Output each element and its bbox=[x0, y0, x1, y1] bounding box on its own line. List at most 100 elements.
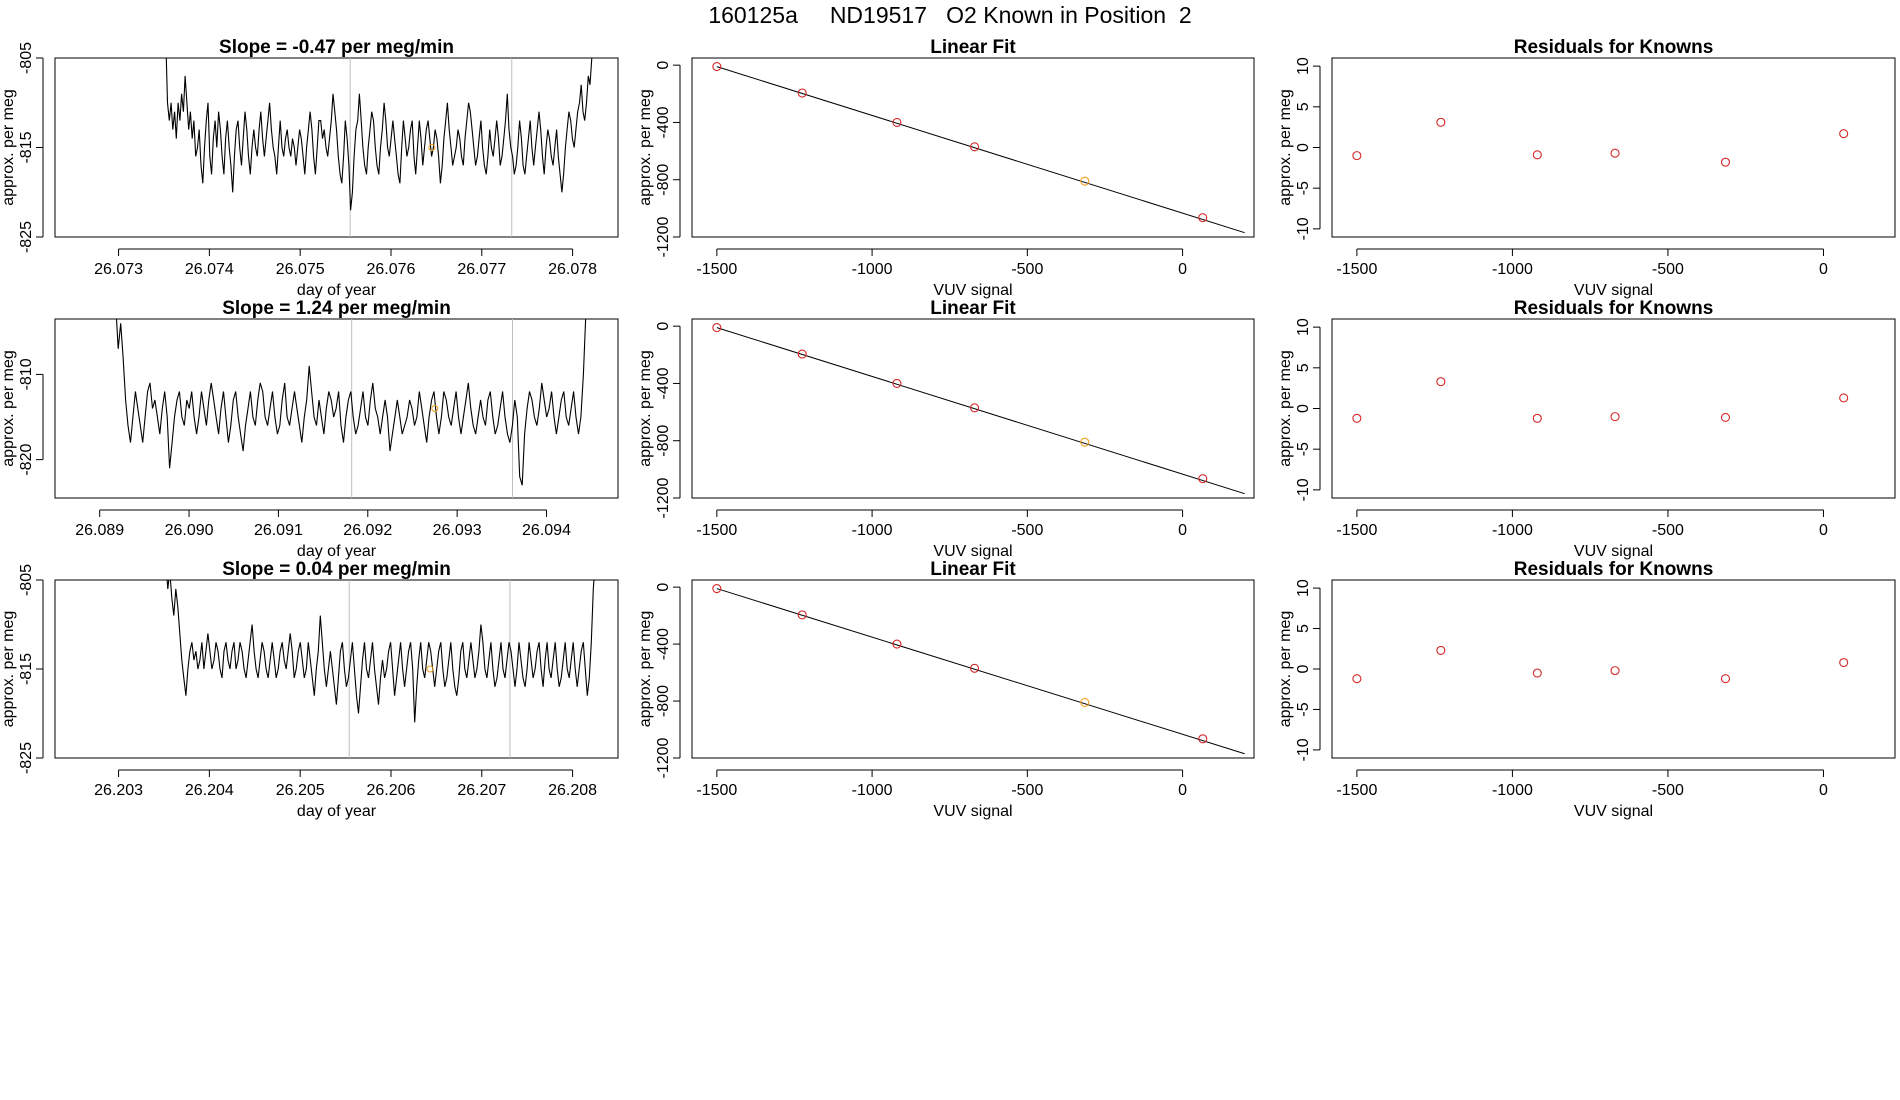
x-tick-label: 26.090 bbox=[165, 522, 214, 539]
x-tick-label: 26.077 bbox=[457, 261, 506, 278]
x-tick-label: 26.073 bbox=[94, 261, 143, 278]
y-tick-label: -1200 bbox=[655, 477, 672, 518]
panel-fit-2: Linear Fit -1500 -1000 -500 0 VUV signal 0 -400… bbox=[637, 298, 1255, 560]
known-point bbox=[1352, 413, 1362, 423]
y-tick-label: -5 bbox=[1295, 442, 1312, 456]
fit-line bbox=[716, 327, 1245, 495]
x-tick-label: -1500 bbox=[696, 261, 737, 278]
y-tick-label: 10 bbox=[1295, 318, 1312, 336]
x-axis-label: day of year bbox=[297, 803, 377, 820]
x-tick-label: 0 bbox=[1819, 522, 1828, 539]
y-tick-label: 5 bbox=[1295, 102, 1312, 111]
unknown-point bbox=[1080, 176, 1090, 186]
fit-line bbox=[716, 588, 1245, 755]
x-tick-label: 0 bbox=[1819, 782, 1828, 799]
x-axis-label: VUV signal bbox=[933, 282, 1012, 299]
y-tick-label: -815 bbox=[18, 131, 35, 163]
x-tick-label: -500 bbox=[1011, 782, 1043, 799]
known-point bbox=[892, 378, 902, 388]
y-tick-label: -820 bbox=[18, 444, 35, 476]
y-axis-label: approx. per meg bbox=[1277, 350, 1294, 467]
y-tick-label: -10 bbox=[1295, 217, 1312, 240]
x-axis-label: VUV signal bbox=[1574, 803, 1653, 820]
y-tick-label: -5 bbox=[1295, 702, 1312, 716]
x-tick-label: -1500 bbox=[1336, 261, 1377, 278]
y-tick-label: 5 bbox=[1295, 363, 1312, 372]
series-line bbox=[115, 319, 587, 486]
panel-title: Slope = 1.24 per meg/min bbox=[222, 298, 451, 319]
plot-frame bbox=[54, 57, 619, 238]
x-axis-label: VUV signal bbox=[933, 543, 1012, 560]
panel-title: Residuals for Knowns bbox=[1514, 37, 1714, 58]
series-line bbox=[165, 58, 593, 211]
y-tick-label: -400 bbox=[655, 106, 672, 138]
x-axis-label: day of year bbox=[297, 282, 377, 299]
plot-area bbox=[115, 319, 587, 498]
x-tick-label: -1500 bbox=[1336, 782, 1377, 799]
y-axis-label: approx. per meg bbox=[0, 89, 17, 206]
unknown-point bbox=[1080, 437, 1090, 447]
known-point bbox=[1198, 474, 1208, 484]
y-tick-label: -400 bbox=[655, 367, 672, 399]
panel-title: Slope = 0.04 per meg/min bbox=[222, 559, 451, 580]
x-tick-label: 26.074 bbox=[185, 261, 234, 278]
y-tick-label: -805 bbox=[18, 42, 35, 74]
fit-line bbox=[716, 66, 1245, 234]
known-point bbox=[797, 349, 807, 359]
x-tick-label: -1000 bbox=[852, 782, 893, 799]
y-tick-label: -825 bbox=[18, 742, 35, 774]
known-point bbox=[1610, 666, 1620, 676]
x-axis-label: VUV signal bbox=[1574, 543, 1653, 560]
plot-area bbox=[1352, 377, 1849, 423]
series-line bbox=[166, 580, 595, 723]
plot-area bbox=[165, 58, 593, 237]
y-tick-label: 0 bbox=[655, 583, 672, 592]
x-tick-label: 26.091 bbox=[254, 522, 303, 539]
y-tick-label: -810 bbox=[18, 358, 35, 390]
panel-title: Residuals for Knowns bbox=[1514, 559, 1714, 580]
x-tick-label: 26.204 bbox=[185, 782, 234, 799]
y-tick-label: -400 bbox=[655, 628, 672, 660]
y-tick-label: -800 bbox=[655, 425, 672, 457]
plot-area bbox=[1352, 645, 1849, 684]
plot-frame bbox=[1331, 57, 1896, 238]
x-tick-label: 26.203 bbox=[94, 782, 143, 799]
plot-frame bbox=[54, 318, 619, 499]
y-tick-label: -1200 bbox=[655, 216, 672, 257]
plot-area bbox=[1352, 117, 1849, 167]
x-tick-label: 0 bbox=[1819, 261, 1828, 278]
unknown-marker bbox=[428, 144, 436, 151]
known-point bbox=[712, 323, 722, 333]
x-tick-label: -1000 bbox=[1492, 782, 1533, 799]
x-tick-label: 0 bbox=[1178, 522, 1187, 539]
known-point bbox=[1198, 734, 1208, 744]
unknown-point bbox=[1080, 697, 1090, 708]
x-tick-label: -500 bbox=[1011, 522, 1043, 539]
known-point bbox=[1436, 645, 1446, 655]
y-tick-label: 0 bbox=[655, 61, 672, 70]
y-axis-label: approx. per meg bbox=[1277, 611, 1294, 728]
known-point bbox=[970, 403, 980, 413]
x-tick-label: -1000 bbox=[1492, 522, 1533, 539]
y-axis-label: approx. per meg bbox=[637, 611, 654, 728]
plot-frame bbox=[54, 579, 619, 759]
known-point bbox=[1198, 213, 1208, 223]
panel-res-3: Residuals for Knowns -1500 -1000 -500 0 VUV s… bbox=[1277, 559, 1896, 820]
panel-res-2: Residuals for Knowns -1500 -1000 -500 0 VUV s… bbox=[1277, 298, 1896, 560]
y-tick-label: -5 bbox=[1295, 181, 1312, 195]
plot-frame bbox=[1331, 318, 1896, 499]
known-point bbox=[1610, 412, 1620, 422]
known-point bbox=[1436, 117, 1446, 127]
y-tick-label: -815 bbox=[18, 653, 35, 685]
panel-title: Linear Fit bbox=[930, 298, 1016, 319]
panel-ts-2: Slope = 1.24 per meg/min 26.089 26.090 26.0… bbox=[0, 298, 619, 560]
plot-frame bbox=[1331, 579, 1896, 759]
panel-ts-1: Slope = -0.47 per meg/min 26.073 26.074 26.… bbox=[0, 37, 619, 299]
panel-title: Linear Fit bbox=[930, 559, 1016, 580]
y-tick-label: -800 bbox=[655, 685, 672, 717]
y-tick-label: -10 bbox=[1295, 738, 1312, 761]
x-tick-label: -1500 bbox=[1336, 522, 1377, 539]
x-tick-label: 0 bbox=[1178, 261, 1187, 278]
x-tick-label: 26.206 bbox=[367, 782, 416, 799]
y-tick-label: -10 bbox=[1295, 478, 1312, 501]
